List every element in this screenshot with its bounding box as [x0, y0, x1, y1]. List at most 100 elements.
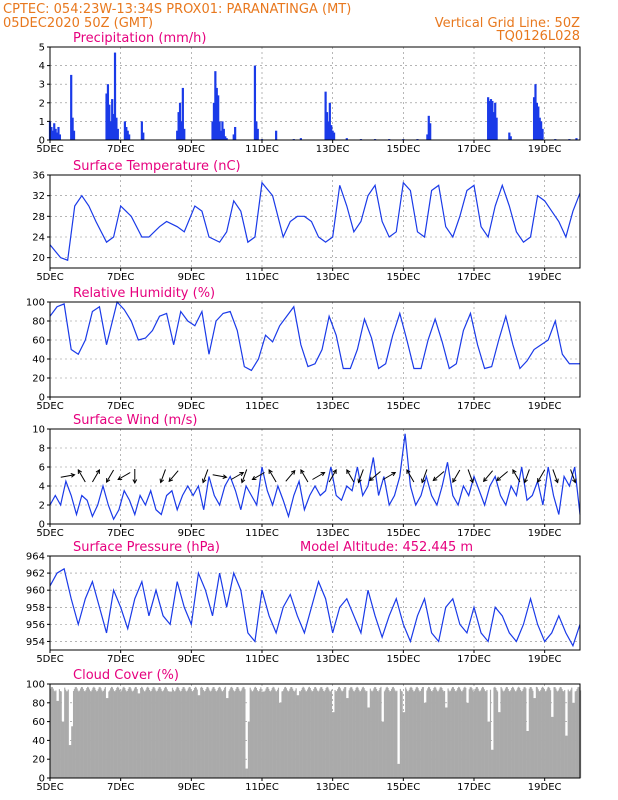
x-tick-label: 5DEC — [36, 272, 63, 283]
precip-bar — [54, 128, 57, 140]
cloud-bar — [337, 689, 339, 778]
cloud-bar — [143, 691, 145, 778]
precip-bar — [540, 121, 543, 140]
cloud-bar — [354, 689, 356, 778]
cloud-bar — [570, 689, 572, 778]
header-grid-note: Vertical Grid Line: 50Z — [435, 16, 580, 31]
cloud-bar — [80, 686, 83, 778]
cloud-bar — [407, 691, 409, 778]
cloud-bar — [359, 691, 361, 778]
cloud-bar — [413, 691, 415, 778]
x-tick-label: 19DEC — [528, 654, 562, 665]
cloud-bar — [312, 690, 314, 778]
cloud-bar — [94, 687, 96, 778]
precip-bar — [224, 136, 227, 140]
cloud-bar — [67, 689, 69, 778]
cloud-bar — [115, 689, 117, 778]
precip-bar — [106, 84, 110, 140]
cloud-bar — [200, 687, 202, 778]
cloud-bar — [171, 691, 173, 778]
cloud-bar — [284, 686, 287, 778]
cloud-bar — [551, 716, 553, 778]
cloud-bar — [152, 687, 154, 778]
cloud-bar — [190, 689, 192, 778]
cloud-bar — [173, 691, 175, 778]
precip-bar — [214, 71, 217, 140]
cloud-bar — [533, 698, 535, 778]
cloud-bar — [230, 687, 232, 778]
y-tick-label: 40 — [32, 736, 45, 747]
wind-arrow — [241, 469, 248, 483]
cloud-bar — [129, 686, 131, 778]
x-tick-label: 17DEC — [457, 272, 491, 283]
cloud-bar — [433, 687, 435, 778]
cloud-bar — [557, 691, 559, 778]
precip-bar — [541, 128, 544, 140]
cloud-bar — [534, 698, 537, 778]
cloud-bar — [306, 691, 308, 778]
precip-bar — [492, 112, 495, 140]
cloud-bar — [489, 721, 491, 778]
cloud-bar — [65, 689, 67, 778]
cloud-bar — [576, 689, 578, 778]
cloud-bar — [572, 702, 575, 778]
precip-bar — [509, 136, 512, 140]
cloud-bar — [506, 687, 508, 778]
x-tick-label: 17DEC — [457, 782, 491, 793]
cloud-bar — [216, 690, 219, 778]
cloud-bar — [137, 693, 139, 778]
x-tick-label: 13DEC — [316, 654, 350, 665]
x-tick-label: 7DEC — [107, 144, 134, 155]
cloud-bar — [86, 688, 88, 778]
y-tick-label: 1 — [39, 117, 45, 128]
cloud-bar — [294, 690, 296, 778]
cloud-bar — [370, 690, 372, 778]
cloud-bar — [580, 690, 582, 778]
cloud-bar — [549, 690, 552, 778]
cloud-bar — [226, 698, 228, 778]
cloud-bar — [172, 689, 174, 778]
cloud-bar — [415, 687, 417, 778]
cloud-bar — [69, 745, 71, 778]
plot-frame — [49, 301, 581, 398]
cloud-bar — [542, 687, 545, 778]
cloud-bar — [253, 689, 255, 778]
cloud-bar — [273, 687, 275, 778]
cloud-bar — [411, 687, 413, 778]
cloud-bar — [288, 690, 290, 778]
cloud-bar — [513, 689, 515, 778]
wind-arrow — [570, 469, 576, 483]
cloud-bar — [423, 702, 425, 778]
cloud-bar — [92, 687, 94, 778]
cloud-bar — [164, 686, 167, 778]
cloud-bar — [212, 687, 214, 778]
cloud-bar — [543, 689, 545, 778]
cloud-bar — [292, 688, 294, 778]
cloud-bar — [360, 691, 362, 778]
cloud-bar — [511, 686, 514, 778]
wind-arrow — [106, 469, 114, 483]
cloud-bar — [353, 691, 356, 778]
cloud-bar — [201, 687, 204, 778]
y-tick-label: 40 — [32, 355, 45, 366]
cloud-bar — [526, 731, 528, 778]
cloud-bar — [545, 691, 547, 778]
wind-arrow-head — [482, 477, 488, 483]
panel-title: Cloud Cover (%) — [73, 668, 179, 683]
cloud-bar — [50, 687, 53, 778]
precip-bar — [53, 123, 56, 140]
precip-bar — [180, 121, 183, 140]
cloud-bar — [444, 707, 447, 778]
cloud-bar — [496, 691, 499, 778]
cloud-bar — [59, 691, 61, 778]
cloud-bar — [89, 691, 91, 778]
cloud-bar — [296, 695, 298, 778]
cloud-bar — [450, 690, 452, 778]
cloud-bar — [65, 691, 68, 778]
wind-arrow — [268, 469, 277, 483]
cloud-bar — [322, 690, 325, 778]
cloud-bar — [321, 687, 323, 778]
cloud-bar — [225, 698, 227, 778]
cloud-bar — [532, 690, 534, 778]
cloud-bar — [221, 691, 223, 778]
